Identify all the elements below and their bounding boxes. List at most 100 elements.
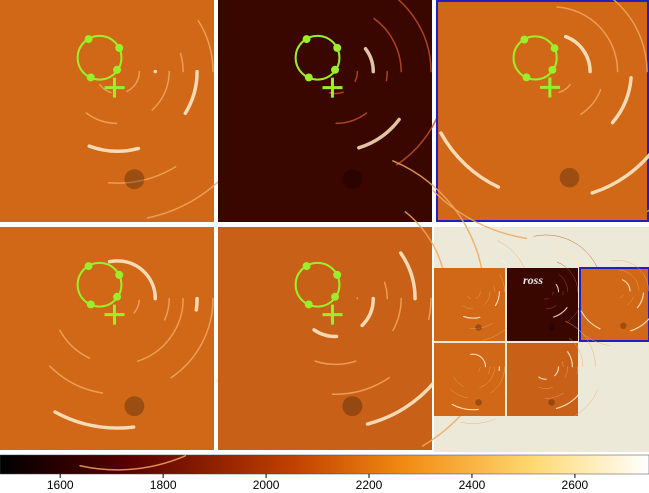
image-panel bbox=[579, 267, 649, 342]
colorbar-tick-label: 2200 bbox=[356, 478, 383, 492]
diffraction-ring bbox=[77, 259, 158, 339]
diffraction-ring bbox=[441, 259, 505, 324]
diffraction-ring bbox=[239, 0, 432, 168]
image-panel bbox=[434, 343, 505, 416]
diffraction-ring bbox=[465, 284, 481, 300]
diffraction-ring bbox=[450, 269, 496, 314]
diffraction-ring bbox=[596, 269, 640, 313]
image-panel bbox=[0, 0, 214, 222]
overlay-point bbox=[302, 35, 311, 44]
overlay-point bbox=[331, 65, 340, 74]
diffraction-ring bbox=[532, 353, 560, 380]
diffraction-ring bbox=[94, 49, 141, 95]
overlay-circle bbox=[76, 34, 123, 81]
beam-cross bbox=[104, 304, 125, 325]
diffraction-ring bbox=[21, 202, 214, 395]
shadow-spot bbox=[342, 396, 363, 417]
overlay-point bbox=[115, 43, 124, 52]
diffraction-ring bbox=[445, 339, 500, 394]
overlay-point bbox=[520, 35, 529, 44]
overlay-point bbox=[550, 44, 559, 53]
overlay-point bbox=[113, 292, 122, 301]
image-panel bbox=[0, 227, 214, 450]
overlay-point bbox=[522, 73, 531, 82]
overlay-point bbox=[548, 65, 557, 74]
overlay-point bbox=[86, 300, 95, 309]
shadow-spot bbox=[475, 399, 482, 406]
diffraction-ring bbox=[459, 353, 487, 380]
image-panel bbox=[507, 343, 578, 416]
diffraction-ring bbox=[538, 284, 554, 300]
image-panel bbox=[218, 0, 432, 222]
diffraction-ring bbox=[523, 344, 569, 389]
diffraction-ring bbox=[445, 264, 500, 319]
shadow-spot bbox=[620, 322, 627, 329]
diffraction-ring bbox=[36, 0, 199, 154]
diffraction-ring bbox=[514, 334, 578, 399]
diffraction-ring bbox=[269, 232, 402, 366]
diffraction-ring bbox=[239, 202, 432, 395]
diffraction-ring bbox=[77, 32, 158, 112]
shadow-spot bbox=[124, 169, 145, 190]
diffraction-ring bbox=[487, 6, 619, 138]
diffraction-ring bbox=[312, 49, 359, 95]
diffraction-ring bbox=[312, 276, 359, 322]
diffraction-ring bbox=[496, 316, 596, 417]
colorbar-tick-label: 1800 bbox=[150, 478, 177, 492]
image-panel bbox=[434, 268, 505, 341]
diffraction-ring bbox=[523, 269, 569, 314]
overlay-point bbox=[84, 262, 93, 271]
colorbar bbox=[0, 454, 649, 475]
diffraction-ring bbox=[538, 359, 554, 375]
shadow-spot bbox=[124, 396, 145, 417]
image-panel bbox=[436, 0, 649, 222]
overlay-point bbox=[113, 65, 122, 74]
diffraction-ring bbox=[269, 5, 402, 139]
overlay-point bbox=[84, 35, 93, 44]
diffraction-ring bbox=[51, 232, 184, 366]
shadow-spot bbox=[548, 399, 555, 406]
diffraction-ring bbox=[450, 344, 496, 389]
overlay-circle bbox=[294, 34, 341, 81]
diffraction-ring bbox=[36, 217, 199, 381]
colorbar-tick-label: 1600 bbox=[47, 478, 74, 492]
colorbar-tick-label: 2400 bbox=[459, 478, 486, 492]
diffraction-ring bbox=[455, 274, 491, 310]
diffraction-ring bbox=[532, 278, 560, 305]
overlay-point bbox=[304, 73, 313, 82]
beam-cross bbox=[322, 77, 343, 98]
overlay-circle bbox=[512, 35, 558, 81]
colorbar-tick-label: 2600 bbox=[562, 478, 589, 492]
overlay-circle bbox=[294, 261, 341, 308]
overlay-circle bbox=[76, 261, 123, 308]
diffraction-ring bbox=[518, 339, 573, 394]
diffraction-ring bbox=[282, 19, 388, 125]
diffraction-ring bbox=[528, 349, 564, 385]
diffraction-ring bbox=[514, 259, 578, 324]
image-panel bbox=[507, 268, 578, 341]
image-panel bbox=[218, 227, 432, 450]
beam-cross bbox=[540, 77, 561, 98]
thumbnail-label: ross bbox=[523, 273, 543, 287]
diffraction-ring bbox=[508, 329, 584, 405]
shadow-spot bbox=[475, 324, 482, 331]
diffraction-ring bbox=[295, 32, 376, 112]
beam-cross bbox=[104, 77, 125, 98]
shadow-spot bbox=[342, 169, 363, 190]
diffraction-ring bbox=[51, 5, 184, 139]
overlay-point bbox=[304, 300, 313, 309]
diffraction-ring bbox=[455, 349, 491, 385]
diffraction-ring bbox=[254, 217, 417, 381]
overlay-point bbox=[331, 292, 340, 301]
overlay-point bbox=[86, 73, 95, 82]
diffraction-ring bbox=[513, 32, 592, 111]
colorbar-tick-label: 2000 bbox=[253, 478, 280, 492]
shadow-spot bbox=[548, 324, 555, 331]
diffraction-ring bbox=[21, 0, 214, 168]
diffraction-ring bbox=[528, 274, 564, 310]
overlay-point bbox=[333, 270, 342, 279]
beam-cross bbox=[322, 304, 343, 325]
diffraction-ring bbox=[64, 19, 170, 125]
diffraction-ring bbox=[457, 0, 648, 167]
